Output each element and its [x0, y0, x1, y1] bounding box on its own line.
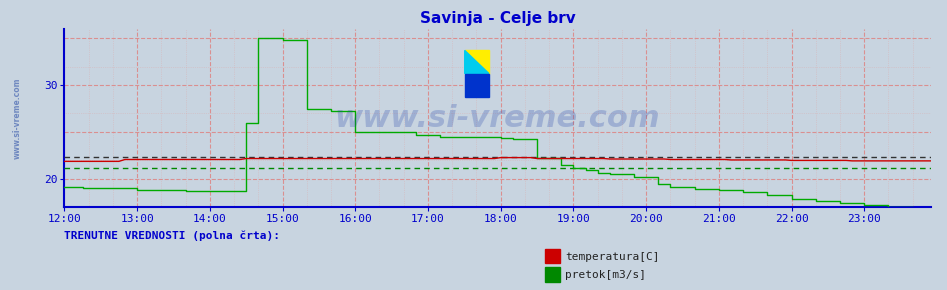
- Text: temperatura[C]: temperatura[C]: [565, 252, 660, 262]
- Text: pretok[m3/s]: pretok[m3/s]: [565, 271, 647, 280]
- Title: Savinja - Celje brv: Savinja - Celje brv: [420, 11, 576, 26]
- Polygon shape: [465, 74, 489, 97]
- Text: www.si-vreme.com: www.si-vreme.com: [335, 104, 660, 133]
- Text: www.si-vreme.com: www.si-vreme.com: [12, 77, 21, 159]
- Polygon shape: [465, 50, 489, 74]
- Polygon shape: [465, 50, 489, 74]
- Text: TRENUTNE VREDNOSTI (polna črta):: TRENUTNE VREDNOSTI (polna črta):: [64, 231, 280, 241]
